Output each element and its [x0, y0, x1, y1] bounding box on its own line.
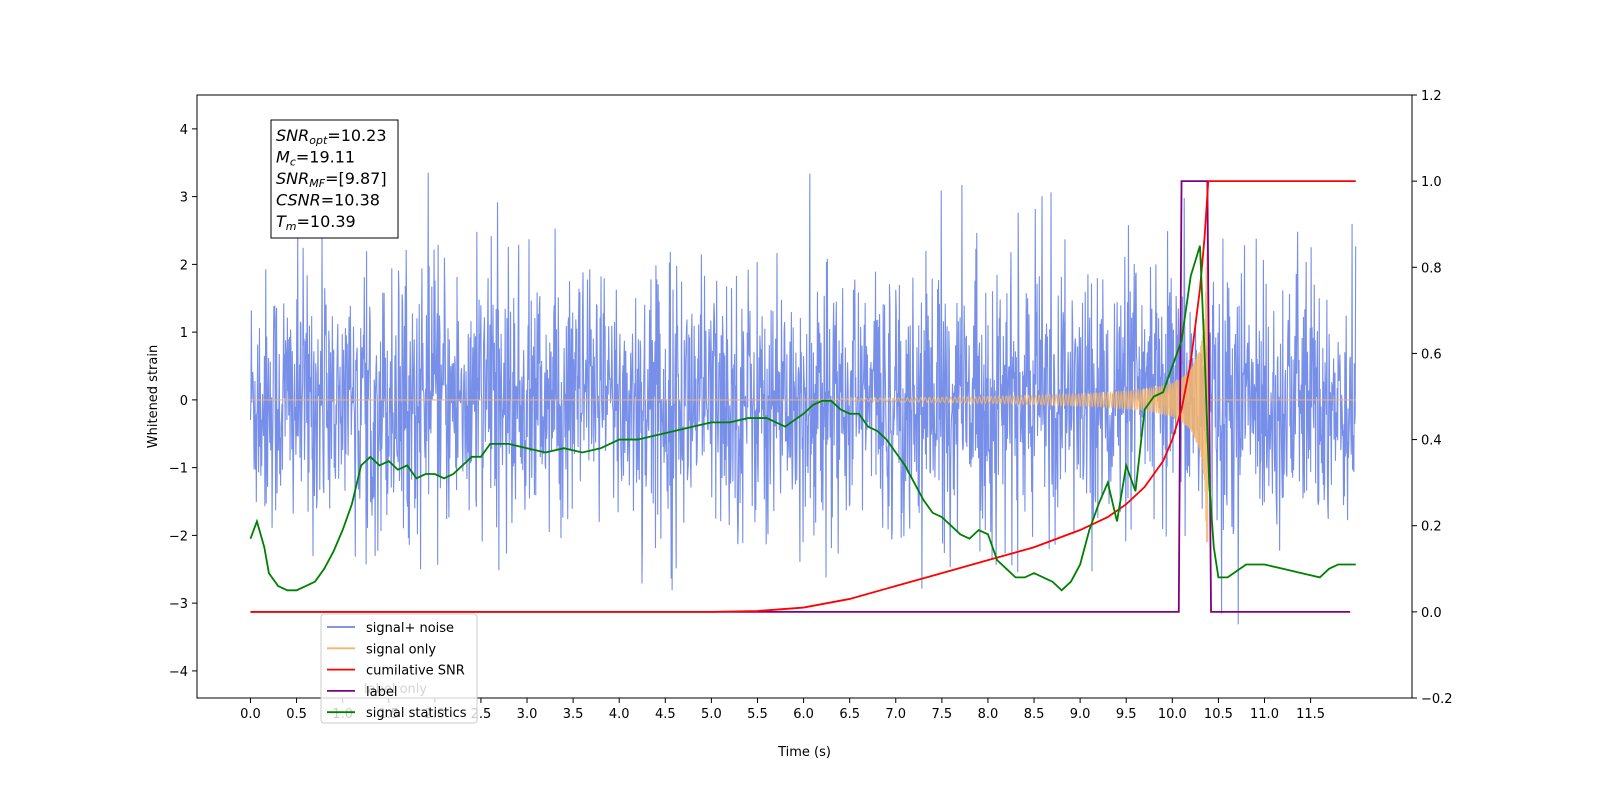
x-tick-label: 4.5: [655, 707, 676, 722]
y2-tick-label: 0.4: [1421, 434, 1442, 449]
x-tick-label: 6.0: [793, 707, 814, 722]
annotation-line: CSNR=10.38: [276, 191, 380, 210]
x-tick-label: 0.5: [286, 707, 307, 722]
legend: label only signal+ noise signal only cumila…: [320, 613, 478, 724]
annotation-line: SNRopt=10.23: [276, 126, 387, 147]
annotation-box: SNRopt=10.23Mc=19.11SNRMF=[9.87]CSNR=10.…: [270, 119, 399, 239]
y-axis-label: Whitened strain: [146, 345, 161, 448]
y2-tick-label: 0.8: [1421, 261, 1442, 276]
y2-tick-label: −0.2: [1421, 692, 1453, 707]
signal-only-line: [250, 228, 1356, 543]
legend-frame: [320, 613, 478, 724]
x-tick-label: 5.0: [701, 707, 722, 722]
x-tick-label: 11.0: [1250, 707, 1279, 722]
legend-entry: cumilative SNR: [366, 664, 465, 679]
x-tick-label: 5.5: [747, 707, 768, 722]
cumulative-snr-line: [250, 180, 1356, 613]
y-tick-label: −4: [169, 665, 188, 680]
y-tick-label: 1: [180, 326, 188, 341]
x-tick-label: 7.5: [932, 707, 953, 722]
x-axis-label: Time (s): [777, 745, 831, 760]
y2-tick-label: 1.0: [1421, 175, 1442, 190]
x-tick-label: 10.0: [1158, 707, 1187, 722]
y2-tick-label: 0.6: [1421, 347, 1442, 362]
plot-area: [249, 172, 1357, 625]
y2-tick-label: 1.2: [1421, 89, 1442, 104]
annotation-frame: [270, 119, 399, 239]
annotation-line: Tm=10.39: [276, 212, 356, 233]
x-tick-label: 9.0: [1070, 707, 1091, 722]
x-tick-label: 4.0: [609, 707, 630, 722]
x-tick-label: 3.0: [517, 707, 538, 722]
legend-entry: label: [366, 685, 397, 700]
x-tick-label: 8.5: [1024, 707, 1045, 722]
x-tick-label: 7.0: [885, 707, 906, 722]
y-tick-label: −3: [169, 597, 188, 612]
y2-tick-label: 0.2: [1421, 520, 1442, 535]
legend-entry: signal statistics: [366, 706, 467, 721]
y-tick-label: 3: [180, 191, 188, 206]
x-tick-label: 0.0: [240, 707, 261, 722]
annotation-line: Mc=19.11: [276, 148, 355, 169]
x-tick-label: 8.0: [978, 707, 999, 722]
x-tick-label: 10.5: [1204, 707, 1233, 722]
y2-tick-label: 0.0: [1421, 606, 1442, 621]
legend-entry: signal+ noise: [366, 621, 454, 636]
x-tick-label: 9.5: [1116, 707, 1137, 722]
x-tick-label: 3.5: [563, 707, 584, 722]
y-tick-label: 0: [180, 394, 188, 409]
y-tick-label: −2: [169, 529, 188, 544]
axes: 0.00.51.01.52.02.53.03.54.04.55.05.56.06…: [169, 89, 1453, 722]
y-tick-label: 2: [180, 258, 188, 273]
label-line: [250, 180, 1351, 613]
axes-frame: [196, 94, 1413, 699]
x-tick-label: 6.5: [839, 707, 860, 722]
legend-entry: signal only: [366, 642, 436, 657]
signal-noise-line: [249, 172, 1357, 625]
legend-overlap-text: label only: [364, 682, 427, 697]
y-tick-label: −1: [169, 462, 188, 477]
annotation-line: SNRMF=[9.87]: [276, 169, 387, 190]
x-tick-label: 11.5: [1296, 707, 1325, 722]
y-tick-label: 4: [180, 123, 188, 138]
signal-statistics-line: [249, 245, 1356, 592]
